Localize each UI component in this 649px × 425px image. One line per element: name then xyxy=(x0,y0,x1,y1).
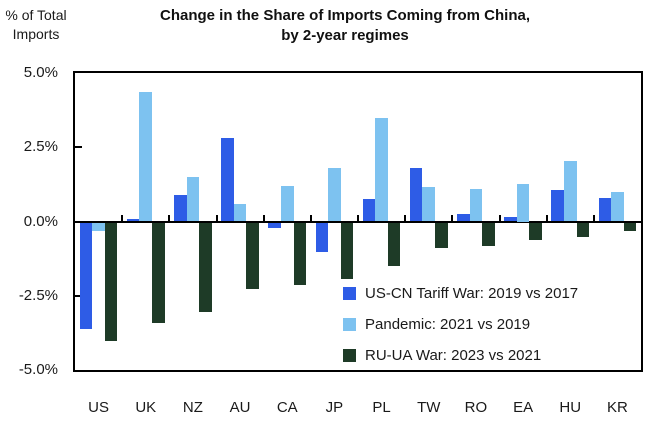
y-axis-unit-line2: Imports xyxy=(12,26,60,42)
bar-ca-series0 xyxy=(268,222,281,229)
bar-us-series2 xyxy=(104,222,118,342)
bar-jp-series1 xyxy=(328,168,341,222)
bar-ea-series2 xyxy=(529,222,542,241)
y-tick-label-0.0%: 0.0% xyxy=(23,212,58,230)
bar-tw-series1 xyxy=(422,187,436,222)
bar-tw-series0 xyxy=(409,168,423,222)
bar-tw-series2 xyxy=(435,222,448,248)
bar-hu-series2 xyxy=(576,222,590,238)
bar-nz-series2 xyxy=(199,222,212,312)
x-axis-tick xyxy=(215,214,218,222)
x-axis-tick xyxy=(498,214,501,222)
y-axis-tick xyxy=(75,294,82,297)
bar-uk-series0 xyxy=(126,218,140,222)
bar-pl-series0 xyxy=(362,199,376,222)
bar-ea-series1 xyxy=(516,184,530,222)
bar-kr-series1 xyxy=(611,191,624,222)
bar-jp-series0 xyxy=(315,222,329,253)
y-tick-label--2.5%: -2.5% xyxy=(18,286,58,304)
bar-uk-series1 xyxy=(139,92,153,222)
bar-kr-series2 xyxy=(623,222,637,232)
y-tick-label-5.0%: 5.0% xyxy=(23,64,58,81)
x-axis-tick xyxy=(121,214,124,222)
chart-title-line2: by 2-year regimes xyxy=(281,27,409,44)
x-axis-tick xyxy=(451,214,454,222)
legend: US-CN Tariff War: 2019 vs 2017 Pandemic:… xyxy=(343,278,578,371)
y-tick-label-2.5%: 2.5% xyxy=(23,138,58,156)
bar-us-series0 xyxy=(79,222,93,330)
bar-ca-series2 xyxy=(293,222,307,285)
bar-ro-series0 xyxy=(457,214,470,222)
legend-item-ru-ua-war: RU-UA War: 2023 vs 2021 xyxy=(343,340,578,371)
x-label-uk: UK xyxy=(135,399,157,416)
legend-item-tariff-war: US-CN Tariff War: 2019 vs 2017 xyxy=(343,278,578,309)
x-axis-tick xyxy=(262,214,265,222)
bar-uk-series2 xyxy=(152,222,165,324)
bar-ro-series2 xyxy=(482,222,495,247)
x-label-tw: TW xyxy=(417,399,441,416)
x-label-ro: RO xyxy=(464,399,488,416)
bar-us-series1 xyxy=(92,222,105,232)
x-axis-tick xyxy=(404,214,407,222)
y-axis-unit-label: % of Total Imports xyxy=(4,6,68,44)
x-label-au: AU xyxy=(229,399,251,416)
x-label-hu: HU xyxy=(559,399,582,416)
zero-axis-line xyxy=(75,220,641,223)
bar-au-series1 xyxy=(233,203,247,222)
bar-jp-series2 xyxy=(340,222,354,279)
x-axis-tick xyxy=(357,214,359,222)
plot-area: US-CN Tariff War: 2019 vs 2017 Pandemic:… xyxy=(73,71,643,372)
bar-ea-series0 xyxy=(504,217,517,222)
bar-ro-series1 xyxy=(469,188,483,222)
bar-ca-series1 xyxy=(280,185,294,222)
legend-swatch-ru-ua-war xyxy=(343,349,356,362)
legend-label-ru-ua-war: RU-UA War: 2023 vs 2021 xyxy=(365,347,542,364)
x-label-ea: EA xyxy=(513,399,534,416)
y-axis-unit-line1: % of Total xyxy=(5,7,67,23)
bar-kr-series0 xyxy=(598,197,612,222)
x-axis-tick xyxy=(168,214,171,222)
bar-au-series2 xyxy=(246,222,259,290)
legend-swatch-pandemic xyxy=(343,318,356,331)
legend-label-pandemic: Pandemic: 2021 vs 2019 xyxy=(365,316,531,333)
x-axis-tick xyxy=(545,214,548,222)
chart-title-line1: Change in the Share of Imports Coming fr… xyxy=(159,7,531,24)
x-label-jp: JP xyxy=(325,399,344,416)
y-axis-tick xyxy=(75,146,82,149)
x-label-pl: PL xyxy=(372,399,391,416)
chart-title: Change in the Share of Imports Coming fr… xyxy=(90,6,600,46)
x-axis-tick xyxy=(592,214,595,222)
x-label-kr: KR xyxy=(606,399,628,416)
bar-nz-series1 xyxy=(186,176,200,222)
bar-nz-series0 xyxy=(174,194,187,222)
x-label-ca: CA xyxy=(276,399,298,416)
legend-swatch-tariff-war xyxy=(343,287,356,300)
bar-pl-series2 xyxy=(387,222,401,266)
legend-item-pandemic: Pandemic: 2021 vs 2019 xyxy=(343,309,578,340)
bar-pl-series1 xyxy=(375,117,388,222)
x-axis-tick xyxy=(309,214,312,222)
bar-hu-series1 xyxy=(563,160,577,222)
bar-au-series0 xyxy=(221,138,234,222)
bar-hu-series0 xyxy=(551,190,564,222)
y-tick-label--5.0%: -5.0% xyxy=(18,361,58,378)
legend-label-tariff-war: US-CN Tariff War: 2019 vs 2017 xyxy=(365,285,579,302)
x-label-nz: NZ xyxy=(182,399,203,416)
x-label-us: US xyxy=(88,399,109,416)
